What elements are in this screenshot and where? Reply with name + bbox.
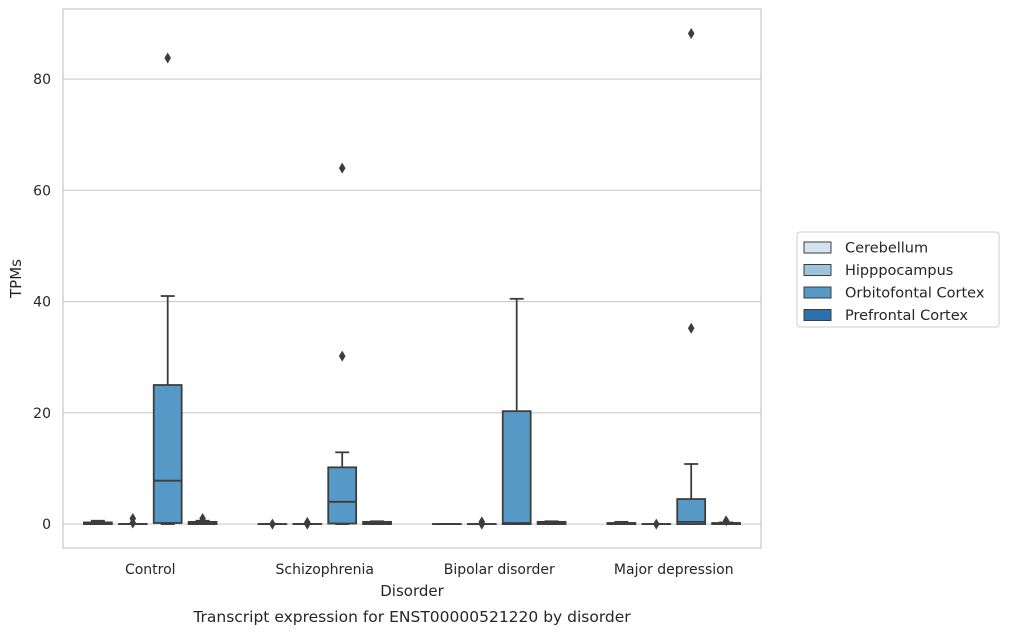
box-group-prefrontal-cortex-bipolar-disorder <box>536 520 567 525</box>
box-group-orbitofontal-cortex-control <box>152 52 183 525</box>
box-orbitofontal-cortex-bipolar-disorder <box>501 410 532 525</box>
box-group-hipppocampus-bipolar-disorder <box>466 516 497 530</box>
box-group-hipppocampus-control <box>117 513 148 529</box>
legend-swatch-hipppocampus <box>803 264 832 276</box>
outlier-orbitofontal-cortex-major-depression-0 <box>687 322 695 334</box>
legend-swatch-prefrontal-cortex <box>803 309 832 321</box>
y-axis-tick-labels: 0 20 40 60 80 <box>33 72 51 533</box>
y-axis-title: TPMs <box>7 259 25 299</box>
box-group-hipppocampus-major-depression <box>641 518 672 530</box>
box-group-orbitofontal-cortex-major-depression <box>676 27 707 525</box>
x-axis-tick-labels: Control Schizophrenia Bipolar disorder Majo… <box>125 562 734 578</box>
box-orbitofontal-cortex-major-depression <box>676 498 707 525</box>
box-orbitofontal-cortex-control <box>152 384 183 524</box>
x-tick-label-bipolar-disorder: Bipolar disorder <box>444 562 555 578</box>
box-group-prefrontal-cortex-major-depression <box>711 515 741 527</box>
legend-swatch-cerebellum <box>803 241 832 254</box>
outlier-orbitofontal-cortex-schizophrenia-1 <box>338 162 346 174</box>
x-tick-label-control: Control <box>125 562 176 578</box>
y-tick-label-20: 20 <box>33 406 51 422</box>
box-group-prefrontal-cortex-control <box>187 513 218 525</box>
plot-frame <box>62 8 762 549</box>
box-group-hipppocampus-schizophrenia <box>292 516 323 530</box>
outlier-hipppocampus-control-1 <box>129 513 137 525</box>
outlier-orbitofontal-cortex-control-0 <box>164 52 171 64</box>
box-plot-area <box>83 27 741 530</box>
x-tick-label-schizophrenia: Schizophrenia <box>276 562 374 578</box>
legend-label-cerebellum: Cerebellum <box>845 241 928 257</box>
box-group-prefrontal-cortex-schizophrenia <box>362 520 392 525</box>
box-group-orbitofontal-cortex-schizophrenia <box>327 162 358 525</box>
outlier-prefrontal-cortex-control-0 <box>199 513 206 525</box>
chart-caption: Transcript expression for ENST0000052122… <box>192 608 631 626</box>
legend-label-prefrontal-cortex: Prefrontal Cortex <box>845 308 968 324</box>
legend-label-hipppocampus: Hipppocampus <box>845 263 953 279</box>
y-tick-label-0: 0 <box>42 517 51 533</box>
outlier-hipppocampus-major-depression-0 <box>653 518 660 530</box>
x-tick-label-major-depression: Major depression <box>614 562 734 578</box>
box-group-orbitofontal-cortex-bipolar-disorder <box>501 297 532 525</box>
outlier-hipppocampus-schizophrenia-1 <box>304 516 311 528</box>
box-group-cerebellum-control <box>83 519 113 525</box>
outlier-prefrontal-cortex-major-depression-0 <box>722 515 730 527</box>
x-axis-title: Disorder <box>380 582 444 600</box>
outlier-cerebellum-schizophrenia-0 <box>269 518 276 530</box>
legend-label-orbitofontal-cortex: Orbitofontal Cortex <box>845 286 985 302</box>
legend-frame <box>796 231 1000 328</box>
outlier-hipppocampus-bipolar-disorder-1 <box>478 516 486 528</box>
y-tick-label-40: 40 <box>33 295 51 311</box>
y-tick-label-60: 60 <box>33 183 51 199</box>
legend: Cerebellum Hipppocampus Orbitofontal Corte… <box>796 231 1000 328</box>
legend-swatch-orbitofontal-cortex <box>803 286 832 299</box>
outlier-orbitofontal-cortex-major-depression-1 <box>687 27 695 39</box>
box-orbitofontal-cortex-schizophrenia <box>327 466 358 525</box>
outlier-orbitofontal-cortex-schizophrenia-0 <box>338 350 346 362</box>
box-group-cerebellum-major-depression <box>606 520 637 525</box>
y-tick-label-80: 80 <box>33 72 51 88</box>
box-group-cerebellum-schizophrenia <box>257 518 288 530</box>
